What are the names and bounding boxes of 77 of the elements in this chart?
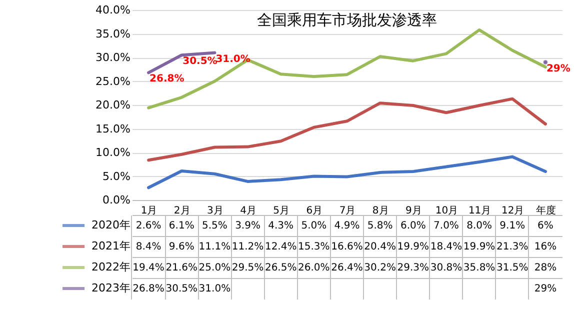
x-tick-label: 6月: [306, 206, 323, 216]
x-tick-label: 8月: [372, 206, 389, 216]
data-label: 7.0%: [434, 220, 459, 232]
data-label: 12.4%: [264, 242, 297, 252]
data-label: 16.6%: [331, 242, 363, 252]
line-series: [147, 97, 547, 162]
y-tick-label: 40.0%: [96, 4, 130, 16]
data-label: 9.6%: [168, 242, 194, 252]
data-label: 5.5%: [202, 220, 228, 232]
data-label: 26.5%: [264, 262, 297, 274]
data-label: 30.5%: [166, 284, 198, 294]
legend-label: 2021年: [92, 240, 131, 252]
data-label: 5.0%: [301, 220, 327, 232]
y-tick-label: 0.0%: [102, 194, 130, 206]
data-label: 21.3%: [496, 242, 528, 252]
x-tick-label: 年度: [536, 204, 556, 216]
x-tick-label: 11月: [468, 206, 492, 216]
x-tick-label: 7月: [339, 206, 356, 216]
data-label: 19.4%: [132, 262, 164, 274]
y-tick-label: 35.0%: [96, 27, 130, 40]
x-tick-label: 4月: [240, 206, 256, 216]
x-tick-label: 9月: [405, 206, 422, 216]
legend-label: 2022年: [92, 260, 131, 274]
line-series: [147, 28, 547, 110]
data-label: 5.8%: [367, 220, 393, 232]
x-tick-label: 10月: [435, 206, 458, 216]
data-label: 6%: [538, 220, 554, 232]
annotation: 26.8%: [150, 74, 184, 85]
y-tick-label: 20.0%: [96, 98, 130, 112]
x-tick-label: 12月: [502, 206, 524, 216]
data-label: 11.2%: [232, 242, 264, 252]
data-label: 29%: [534, 284, 557, 294]
data-label: 30.2%: [364, 262, 396, 274]
data-label: 25.0%: [198, 262, 231, 274]
data-label: 26.4%: [331, 262, 363, 274]
data-label: 18.4%: [430, 242, 462, 252]
data-label: 6.0%: [400, 220, 426, 232]
legend-label: 2023年: [92, 282, 131, 294]
y-tick-label: 5.0%: [102, 170, 130, 183]
data-label: 28%: [534, 262, 557, 274]
data-label: 6.1%: [168, 220, 194, 232]
x-tick-label: 5月: [273, 206, 290, 216]
data-label: 9.1%: [500, 220, 526, 232]
data-label: 3.9%: [235, 220, 260, 232]
data-label: 15.3%: [298, 242, 330, 252]
data-label: 4.3%: [268, 220, 294, 232]
data-label: 29.3%: [397, 262, 430, 274]
y-tick-label: 25.0%: [96, 74, 130, 88]
y-tick-label: 30.0%: [96, 51, 130, 64]
x-tick-label: 2月: [174, 206, 190, 216]
data-label: 8.0%: [466, 220, 492, 232]
data-label: 2.6%: [136, 220, 162, 232]
annotation: 31.0%: [216, 54, 250, 65]
data-label: 19.9%: [397, 242, 430, 252]
data-label: 26.0%: [298, 262, 330, 274]
x-tick-label: 3月: [207, 206, 224, 216]
data-label: 11.1%: [198, 242, 231, 252]
y-tick-label: 10.0%: [96, 146, 130, 159]
data-label: 31.5%: [496, 262, 528, 274]
y-tick-label: 15.0%: [96, 122, 130, 136]
data-label: 30.8%: [430, 262, 462, 274]
data-label: 26.8%: [132, 284, 164, 294]
data-label: 29.5%: [232, 262, 264, 274]
annotation: 29%: [546, 63, 570, 74]
data-label: 19.9%: [463, 242, 496, 252]
legend-label: 2020年: [92, 218, 131, 232]
data-label: 35.8%: [463, 262, 496, 274]
data-label: 4.9%: [334, 220, 360, 232]
chart-title: 全国乘用车市场批发渗透率: [257, 11, 437, 29]
data-label: 8.4%: [136, 242, 162, 252]
data-label: 21.6%: [166, 262, 198, 274]
data-label: 16%: [534, 242, 557, 252]
x-tick-label: 1月: [140, 206, 158, 216]
annotation: 30.5%: [182, 56, 218, 68]
data-label: 31.0%: [198, 284, 231, 294]
line-series: [147, 155, 547, 190]
data-label: 20.4%: [364, 242, 396, 252]
